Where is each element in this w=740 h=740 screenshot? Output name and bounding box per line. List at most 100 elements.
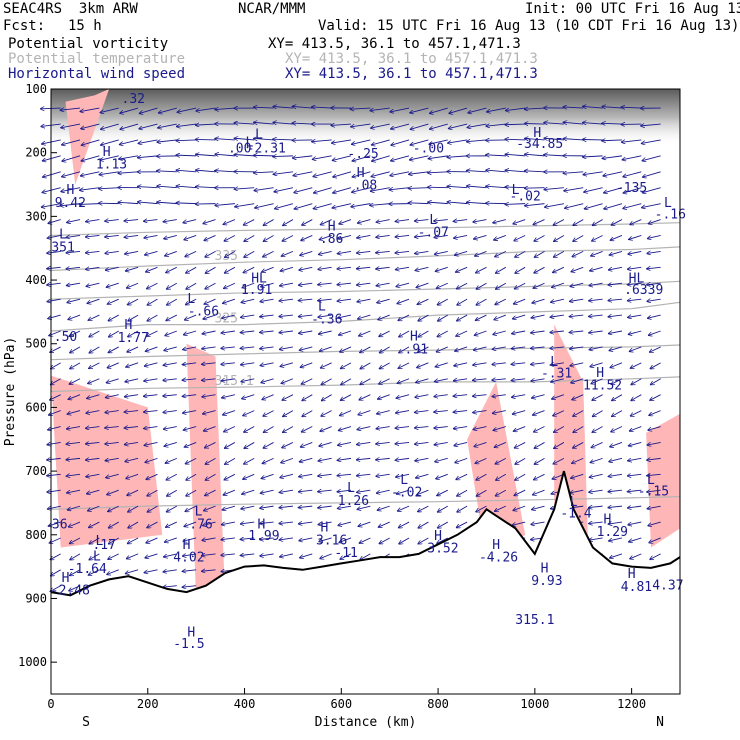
wind-vector <box>376 474 390 476</box>
wind-vector <box>506 107 526 110</box>
wind-vector <box>570 282 584 286</box>
wind-vector <box>589 522 603 524</box>
wind-vector <box>551 378 564 382</box>
wind-vector <box>215 171 235 172</box>
wind-vector <box>138 139 158 144</box>
wind-vector <box>163 395 177 396</box>
wind-vector <box>163 570 177 572</box>
contour-label: HL <box>629 272 645 287</box>
wind-vector <box>476 489 487 496</box>
wind-vector <box>476 298 487 305</box>
x-tick-label: 600 <box>330 697 352 711</box>
wind-vector <box>415 235 429 237</box>
wind-vector <box>260 315 274 317</box>
forecast-label: Fcst: <box>3 18 46 34</box>
wind-vector <box>241 363 255 365</box>
wind-vector <box>124 220 139 221</box>
wind-vector <box>534 473 545 479</box>
wind-vector <box>241 378 255 382</box>
contour-label: 9.42 <box>55 196 86 211</box>
wind-vector <box>47 251 61 253</box>
wind-vector <box>107 298 119 304</box>
wind-vector <box>128 330 139 337</box>
wind-vector <box>512 330 526 334</box>
contour-label: 1.13 <box>96 158 127 173</box>
wind-vector <box>533 410 545 415</box>
wind-vector <box>399 537 410 544</box>
contour-label: L <box>93 549 101 564</box>
wind-vector <box>125 395 139 397</box>
field-label-wind: Horizontal wind speed <box>8 66 186 82</box>
wind-vector <box>475 250 487 256</box>
x-tick-label: 1000 <box>520 697 549 711</box>
wind-vector <box>434 427 448 429</box>
wind-vector <box>126 362 139 367</box>
wind-vector <box>146 346 158 351</box>
wind-vector <box>222 314 235 318</box>
wind-vector <box>321 410 332 417</box>
wind-vector <box>395 235 410 236</box>
wind-vector <box>109 330 119 337</box>
wind-vector <box>358 314 371 319</box>
wind-vector <box>399 330 410 337</box>
wind-vector <box>145 553 158 558</box>
wind-vector <box>68 314 81 319</box>
wind-vector <box>370 204 390 206</box>
wind-vector <box>437 330 448 337</box>
wind-vector <box>410 123 429 129</box>
field-xy-pv: XY= 413.5, 36.1 to 457.1,471.3 <box>268 36 521 52</box>
wind-vector <box>183 410 197 413</box>
wind-vector <box>474 442 487 446</box>
wind-vector <box>66 267 81 269</box>
wind-vector <box>350 108 371 109</box>
wind-vector <box>621 107 642 108</box>
plot-frame <box>50 88 681 695</box>
wind-vector <box>70 569 81 576</box>
wind-vector <box>352 139 371 144</box>
wind-vector <box>610 553 623 558</box>
wind-vector <box>604 187 623 193</box>
wind-vector <box>120 123 139 129</box>
wind-vector <box>60 204 81 206</box>
wind-vector <box>318 474 332 476</box>
wind-vector <box>183 426 197 431</box>
wind-vector <box>608 490 622 492</box>
wind-vector <box>449 107 468 113</box>
wind-vector <box>434 395 448 397</box>
wind-vector <box>222 394 235 398</box>
contour-label: 11.52 <box>583 379 622 394</box>
wind-vector <box>554 426 565 433</box>
wind-vector <box>554 442 565 448</box>
wind-vector <box>279 522 293 523</box>
wind-vector <box>107 362 119 368</box>
wind-vector <box>533 219 545 225</box>
wind-vector <box>473 379 487 381</box>
wind-vector <box>225 266 236 273</box>
contour-label: -11 <box>334 546 357 561</box>
wind-vector <box>68 505 81 510</box>
wind-vector <box>47 298 61 301</box>
wind-vector <box>456 266 468 272</box>
wind-vector <box>570 299 584 301</box>
wind-vector <box>585 203 603 209</box>
contour-label: H <box>125 318 133 333</box>
y-axis-title: Pressure (hPa) <box>3 337 18 447</box>
wind-vector <box>204 298 216 304</box>
wind-vector <box>165 250 177 255</box>
wind-vector <box>457 314 468 321</box>
wind-vector <box>225 442 236 448</box>
wind-vector <box>204 235 216 240</box>
contour-label: -135 <box>616 181 647 196</box>
wind-vector <box>164 553 177 557</box>
wind-vector <box>609 250 623 255</box>
wind-vector <box>293 156 313 158</box>
wind-vector <box>196 187 216 188</box>
wind-vector <box>457 521 468 527</box>
wind-vector <box>563 122 584 124</box>
wind-vector <box>454 427 468 429</box>
wind-vector <box>62 171 81 177</box>
wind-vector <box>418 314 429 321</box>
wind-vector <box>551 298 564 302</box>
wind-vector <box>196 124 216 125</box>
